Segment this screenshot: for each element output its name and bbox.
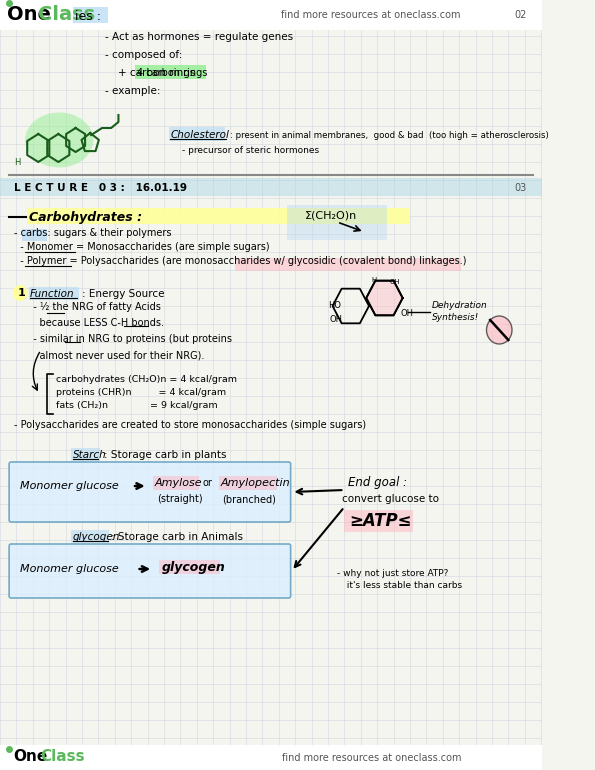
Bar — [218, 476, 277, 490]
Bar — [29, 287, 79, 300]
Text: convert glucose to: convert glucose to — [342, 494, 439, 504]
Text: L E C T U R E   0 3 :   16.01.19: L E C T U R E 0 3 : 16.01.19 — [14, 183, 187, 193]
Text: - similar in NRG to proteins (but proteins: - similar in NRG to proteins (but protei… — [27, 334, 232, 344]
Text: Class: Class — [38, 5, 95, 24]
Text: - composed of:: - composed of: — [105, 50, 182, 60]
Text: OH: OH — [390, 279, 400, 285]
Bar — [235, 258, 461, 271]
Bar — [168, 127, 225, 141]
Text: : Storage carb in plants: : Storage carb in plants — [104, 450, 226, 460]
Bar — [71, 448, 100, 461]
Text: 4 carbon rings: 4 carbon rings — [137, 68, 207, 78]
Text: : Storage carb in Animals: : Storage carb in Animals — [111, 532, 243, 542]
Text: Cholesterol: Cholesterol — [170, 130, 229, 140]
Text: : present in animal membranes,  good & bad  (too high = atherosclerosis): : present in animal membranes, good & ba… — [230, 131, 549, 140]
Bar — [73, 7, 108, 23]
Text: almost never used for their NRG).: almost never used for their NRG). — [27, 350, 205, 360]
Text: - Polysaccharides are created to store monosaccharides (simple sugars): - Polysaccharides are created to store m… — [14, 420, 366, 430]
FancyBboxPatch shape — [9, 544, 290, 598]
Text: - Monomer = Monosaccharides (are simple sugars): - Monomer = Monosaccharides (are simple … — [14, 242, 270, 252]
Text: Σ(CH₂O)n: Σ(CH₂O)n — [305, 210, 358, 220]
Text: - precursor of steric hormones: - precursor of steric hormones — [182, 146, 320, 155]
Text: Synthesis!: Synthesis! — [432, 313, 479, 322]
Text: Carbohydrates :: Carbohydrates : — [29, 211, 142, 224]
Text: - Act as hormones = regulate genes: - Act as hormones = regulate genes — [105, 32, 293, 42]
Text: ≥ATP≤: ≥ATP≤ — [349, 512, 411, 530]
Text: (straight): (straight) — [156, 494, 202, 504]
Circle shape — [12, 285, 27, 301]
Text: 03: 03 — [514, 183, 527, 193]
Text: - example:: - example: — [105, 86, 160, 96]
Text: glycogen: glycogen — [161, 561, 225, 574]
Text: carbohydrates (CH₂O)n = 4 kcal/gram: carbohydrates (CH₂O)n = 4 kcal/gram — [57, 375, 237, 384]
Text: find more resources at oneclass.com: find more resources at oneclass.com — [283, 753, 462, 763]
Text: ies :: ies : — [75, 10, 101, 23]
Text: find more resources at oneclass.com: find more resources at oneclass.com — [281, 10, 460, 20]
Text: H: H — [372, 277, 377, 283]
Text: Amylose: Amylose — [155, 478, 202, 488]
Text: glycogen: glycogen — [73, 532, 120, 542]
Bar — [345, 510, 413, 532]
Text: Monomer glucose: Monomer glucose — [20, 564, 119, 574]
Text: proteins (CHR)n         = 4 kcal/gram: proteins (CHR)n = 4 kcal/gram — [57, 388, 227, 397]
Text: Function: Function — [30, 289, 75, 299]
Text: because LESS C-H bonds.: because LESS C-H bonds. — [27, 318, 164, 328]
Bar — [287, 205, 387, 240]
Text: Monomer glucose: Monomer glucose — [20, 481, 119, 491]
Bar — [27, 208, 410, 224]
Text: or: or — [202, 478, 212, 488]
Text: H: H — [14, 158, 20, 167]
Text: + carbon rings: + carbon rings — [105, 68, 195, 78]
Bar — [158, 560, 221, 574]
Text: 02: 02 — [514, 10, 527, 20]
Text: - ½ the NRG of fatty Acids: - ½ the NRG of fatty Acids — [27, 302, 161, 312]
Text: - carbs: sugars & their polymers: - carbs: sugars & their polymers — [14, 228, 171, 238]
Bar — [0, 745, 542, 770]
Text: One: One — [7, 5, 51, 24]
Text: Starch: Starch — [73, 450, 107, 460]
Bar — [22, 229, 48, 241]
Text: - why not just store ATP?: - why not just store ATP? — [337, 569, 449, 578]
Text: OH: OH — [330, 315, 343, 324]
Bar — [0, 178, 542, 196]
Text: it's less stable than carbs: it's less stable than carbs — [341, 581, 462, 590]
Text: HO: HO — [328, 301, 341, 310]
Bar — [153, 476, 199, 490]
Text: (branched): (branched) — [223, 494, 276, 504]
Bar — [135, 65, 206, 79]
FancyBboxPatch shape — [9, 462, 290, 522]
Text: End goal :: End goal : — [348, 476, 407, 489]
Text: - Polymer = Polysaccharides (are monosaccharides w/ glycosidic (covalent bond) l: - Polymer = Polysaccharides (are monosac… — [14, 256, 466, 266]
Ellipse shape — [367, 279, 402, 317]
Text: Class: Class — [40, 749, 84, 764]
Text: OH: OH — [401, 309, 414, 318]
Text: One: One — [12, 749, 47, 764]
Ellipse shape — [25, 112, 93, 168]
Text: fats (CH₂)n              = 9 kcal/gram: fats (CH₂)n = 9 kcal/gram — [57, 401, 218, 410]
Text: Dehydration: Dehydration — [432, 301, 487, 310]
Text: Amylopectin: Amylopectin — [221, 478, 290, 488]
Circle shape — [487, 316, 512, 344]
Bar — [71, 530, 109, 543]
Text: 1: 1 — [17, 288, 25, 298]
Text: : Energy Source: : Energy Source — [82, 289, 164, 299]
Bar — [0, 0, 542, 30]
